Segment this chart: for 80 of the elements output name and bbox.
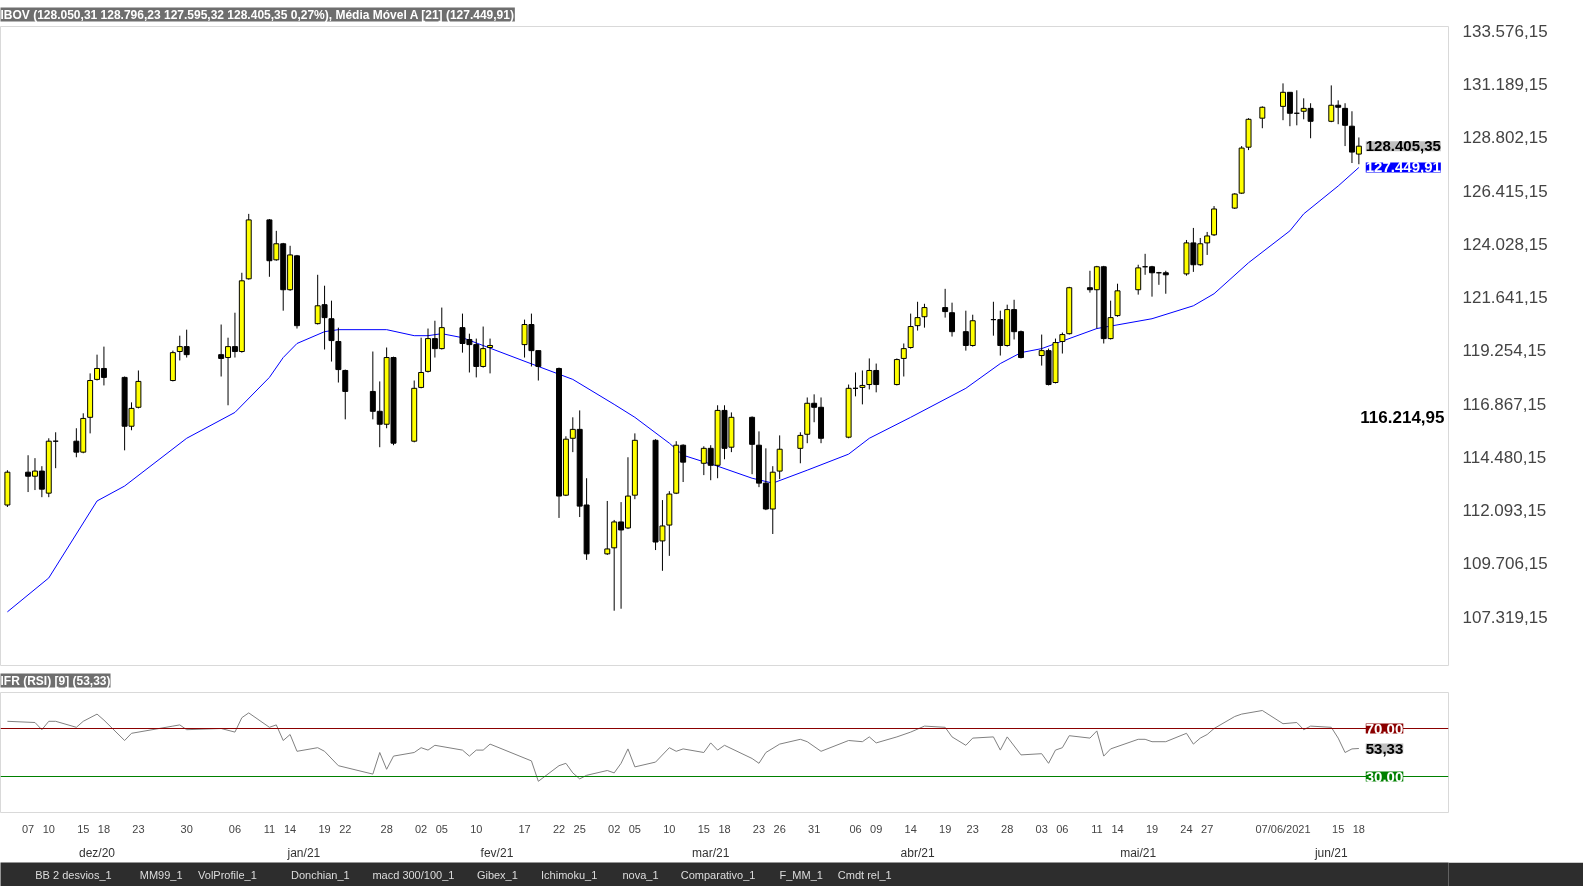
x-tick-label: 10 (470, 822, 483, 835)
y-tick-label: 112.093,15 (1462, 501, 1547, 521)
y-tick-label: 114.480,15 (1462, 447, 1547, 467)
x-tick-label: 15 (697, 822, 710, 835)
x-tick-label: 02 (414, 822, 428, 835)
x-tick-label: 10 (42, 822, 55, 835)
annotation: 127.449,91 (1365, 158, 1441, 176)
x2-tick-label: mar/21 (692, 845, 730, 860)
text: BB 2 desvios_1 (35, 868, 112, 881)
x-tick-label: 27 (1201, 822, 1214, 835)
x-tick-label: 09 (870, 822, 883, 835)
text: macd 300/100_1 (372, 868, 455, 881)
x-tick-label: 18 (1352, 822, 1365, 835)
y-tick-label: 116.867,15 (1462, 394, 1547, 414)
text: MM99_1 (139, 868, 183, 881)
y-tick-label: 119.254,15 (1462, 341, 1547, 361)
text: Cmdt rel_1 (837, 868, 892, 881)
y-tick-label: 121.641,15 (1462, 288, 1548, 308)
text: F_MM_1 (779, 868, 823, 881)
x-tick-label: 14 (283, 822, 297, 835)
y-tick-label: 131.189,15 (1462, 75, 1548, 95)
x-tick-label: 07/06/2021 (1255, 822, 1311, 835)
text: Comparativo_1 (680, 868, 756, 881)
x-tick-label: 05 (435, 822, 448, 835)
x-tick-label: 19 (1145, 822, 1159, 835)
x-tick-label: 30 (180, 822, 193, 835)
x-tick-label: 06 (849, 822, 862, 835)
x-tick-label: 02 (608, 822, 621, 835)
x-tick-label: 31 (808, 822, 821, 835)
x-tick-label: 15 (1332, 822, 1345, 835)
annotation: 53,33 (1365, 739, 1404, 757)
ref-line-label: 30,00 (1365, 767, 1404, 785)
x-tick-label: 22 (552, 822, 566, 835)
x-tick-label: 11 (263, 822, 276, 835)
x-tick-label: 19 (939, 822, 952, 835)
annotation: 116.214,95 (1360, 407, 1445, 427)
x-tick-label: 22 (339, 822, 352, 835)
x-tick-label: 23 (132, 822, 145, 835)
x-tick-label: 06 (1056, 822, 1069, 835)
y-tick-label: 133.576,15 (1462, 21, 1548, 41)
x-tick-label: 11 (1091, 822, 1103, 835)
y-tick-label: 109.706,15 (1462, 554, 1548, 574)
x-tick-label: 18 (97, 822, 111, 835)
text: nova_1 (622, 868, 659, 881)
chart-title: IFR (RSI) [9] (53,33) (0, 673, 111, 688)
x-tick-label: 28 (380, 822, 393, 835)
y-tick-label: 107.319,15 (1462, 607, 1548, 627)
x-tick-label: 26 (773, 822, 786, 835)
x2-tick-label: mai/21 (1120, 845, 1157, 860)
text: Donchian_1 (291, 868, 350, 881)
chart-title: IBOV (128.050,31 128.796,23 127.595,32 128.405,35 0,27%), Média Móvel A [21] (127.449,91) (0, 7, 514, 22)
x-tick-label: 28 (1001, 822, 1014, 835)
x-tick-label: 23 (752, 822, 766, 835)
x-tick-label: 18 (718, 822, 731, 835)
x-tick-label: 24 (1180, 822, 1193, 835)
x-tick-label: 15 (77, 822, 90, 835)
x-tick-label: 14 (1111, 822, 1124, 835)
y-tick-label: 124.028,15 (1462, 234, 1548, 254)
x-tick-label: 17 (518, 822, 531, 835)
x2-tick-label: dez/20 (79, 845, 116, 860)
x2-tick-label: fev/21 (480, 845, 514, 860)
y-tick-label: 126.415,15 (1462, 181, 1548, 201)
x-tick-label: 07 (21, 822, 35, 835)
x-tick-label: 10 (663, 822, 676, 835)
x-tick-label: 19 (318, 822, 331, 835)
annotation: 128.405,35 (1365, 137, 1441, 155)
ref-line-label: 70,00 (1365, 719, 1404, 737)
x-tick-label: 25 (573, 822, 586, 835)
x2-tick-label: jun/21 (1313, 845, 1348, 860)
x-tick-label: 05 (628, 822, 641, 835)
x2-tick-label: abr/21 (900, 845, 935, 860)
y-tick-label: 128.802,15 (1462, 128, 1548, 148)
text: VolProfile_1 (198, 868, 257, 881)
x-tick-label: 03 (1035, 822, 1048, 835)
x-tick-label: 06 (228, 822, 242, 835)
text: Ichimoku_1 (541, 868, 598, 881)
x-tick-label: 14 (904, 822, 917, 835)
x2-tick-label: jan/21 (286, 845, 321, 860)
x-tick-label: 23 (966, 822, 979, 835)
text: Gibex_1 (476, 868, 518, 881)
